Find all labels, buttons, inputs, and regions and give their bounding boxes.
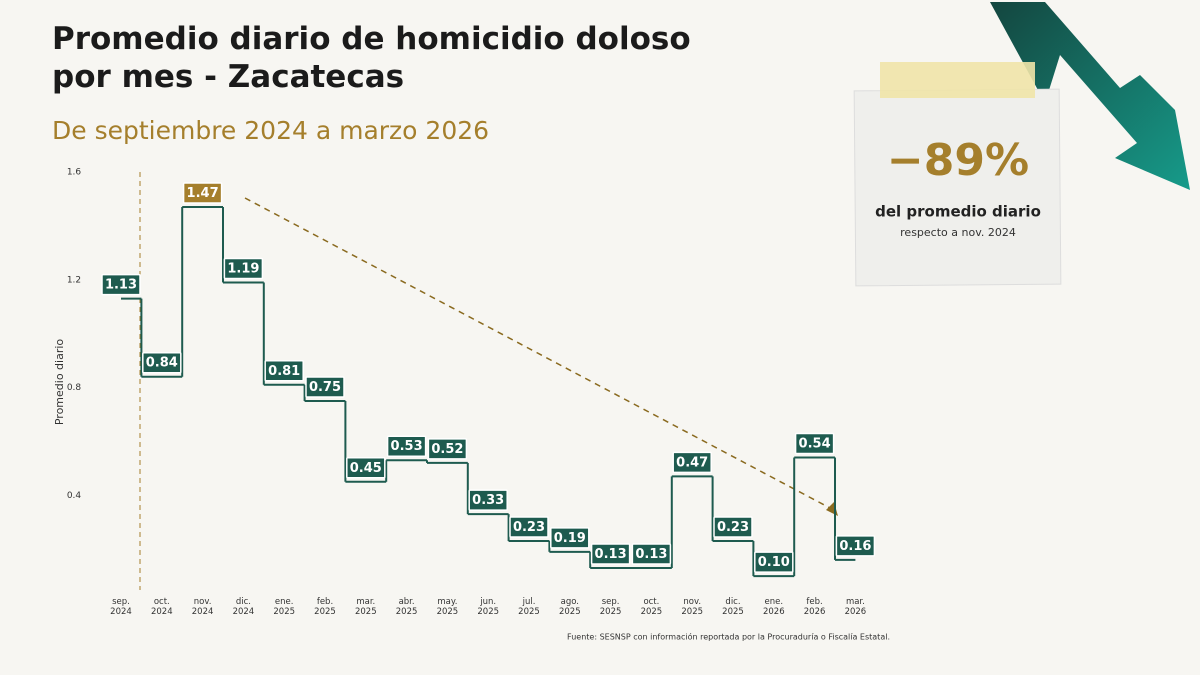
- x-tick-label: jul. 2025: [518, 597, 540, 617]
- note-value: −89%: [887, 135, 1029, 186]
- y-tick-label: 0.4: [67, 491, 82, 501]
- value-label-box: [754, 551, 794, 573]
- value-label: 0.75: [309, 380, 341, 395]
- value-label-box: [346, 457, 386, 479]
- value-label-box: [468, 489, 508, 511]
- note-line1: del promedio diario: [875, 203, 1041, 221]
- x-tick-label: abr. 2025: [396, 597, 418, 617]
- value-label: 0.19: [554, 531, 586, 546]
- source: Fuente: SESNSP con información reportada…: [567, 632, 890, 642]
- note-card: −89% del promedio diario respecto a nov.…: [853, 62, 1062, 287]
- value-label-box: [590, 543, 631, 565]
- y-axis-label: Promedio diario: [53, 339, 66, 426]
- x-tick-label: nov. 2025: [681, 597, 703, 617]
- x-tick-label: feb. 2025: [314, 597, 336, 617]
- value-label-box: [264, 360, 304, 382]
- value-label: 0.52: [431, 442, 463, 457]
- value-label-box: [305, 376, 345, 398]
- trend-line: [244, 197, 831, 509]
- value-label-box: [386, 435, 427, 457]
- value-label: 0.23: [717, 520, 749, 535]
- x-tick-label: nov. 2024: [192, 597, 214, 617]
- x-tick-label: mar. 2026: [845, 597, 867, 617]
- value-label-box: [142, 351, 182, 374]
- value-label-box: [182, 182, 223, 204]
- y-tick-label: 1.6: [67, 168, 82, 178]
- y-tick-label: 0.8: [67, 383, 82, 393]
- x-tick-label: ago. 2025: [559, 597, 581, 617]
- value-label: 0.13: [635, 547, 667, 562]
- chart-title: Promedio diario de homicidio doloso por …: [52, 21, 691, 95]
- decor-arrow: [990, 2, 1190, 190]
- note-tape: [880, 62, 1035, 98]
- value-label: 0.47: [676, 455, 708, 470]
- value-label: 0.84: [146, 356, 178, 371]
- value-label: 0.54: [799, 437, 831, 452]
- value-label: 0.23: [513, 520, 545, 535]
- x-tick-label: dic. 2024: [233, 597, 255, 617]
- value-label: 0.45: [350, 461, 382, 476]
- chart-subtitle: De septiembre 2024 a marzo 2026: [52, 116, 490, 145]
- x-tick-label: ene. 2025: [273, 597, 295, 617]
- value-label-box: [713, 516, 753, 538]
- value-label: 1.13: [105, 278, 137, 293]
- value-label-box: [835, 535, 876, 557]
- x-tick-label: jun. 2025: [477, 597, 499, 617]
- x-tick-label: dic. 2025: [722, 597, 744, 617]
- value-label: 0.81: [268, 364, 300, 379]
- value-label: 0.53: [391, 439, 423, 454]
- value-label: 1.19: [227, 261, 259, 276]
- x-tick-label: oct. 2025: [641, 597, 663, 617]
- x-tick-label: ene. 2026: [763, 597, 785, 617]
- y-tick-label: 1.2: [67, 275, 81, 285]
- value-label: 1.47: [187, 186, 219, 201]
- value-label-box: [794, 432, 835, 455]
- value-label: 0.13: [595, 547, 627, 562]
- value-label-box: [672, 451, 712, 474]
- x-tick-label: sep. 2025: [600, 597, 622, 617]
- value-label: 0.33: [472, 493, 504, 508]
- value-label-box: [427, 438, 468, 460]
- trend-arrowhead: [826, 502, 838, 516]
- value-label: 0.16: [839, 539, 871, 554]
- note-line2: respecto a nov. 2024: [900, 226, 1016, 239]
- value-label-box: [550, 527, 590, 549]
- value-label-box: [223, 257, 264, 280]
- value-label-box: [631, 543, 672, 565]
- x-tick-label: mar. 2025: [355, 597, 377, 617]
- x-tick-label: sep. 2024: [110, 597, 132, 617]
- note-paper: [853, 88, 1062, 287]
- x-tick-label: feb. 2026: [804, 597, 826, 617]
- x-tick-label: may. 2025: [437, 597, 459, 617]
- value-label-box: [509, 516, 549, 538]
- value-label-box: [101, 273, 141, 296]
- value-label: 0.10: [758, 555, 790, 570]
- x-tick-label: oct. 2024: [151, 597, 173, 617]
